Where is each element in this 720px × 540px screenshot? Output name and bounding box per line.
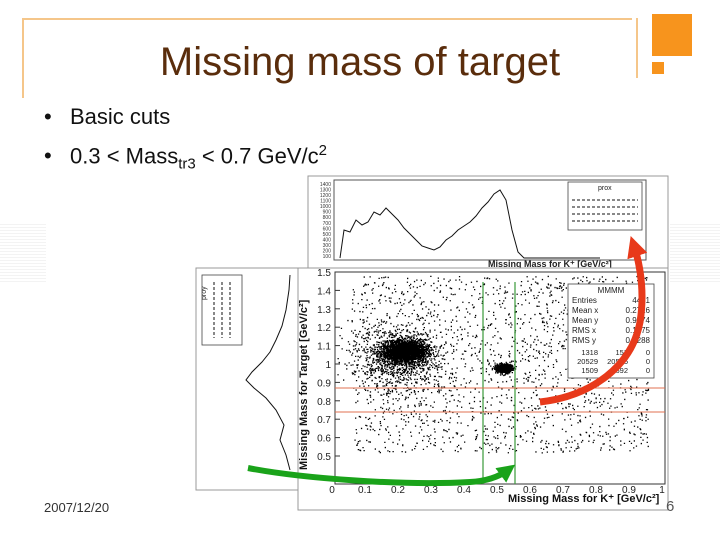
top-y-tick-label: 1200 <box>320 193 331 199</box>
scatter-x-tick-label: 1 <box>659 485 665 496</box>
scatter-y-tick-label: 0.5 <box>317 452 331 463</box>
side-stats-title: proy <box>201 286 208 300</box>
top-histogram-curve <box>339 189 600 259</box>
scatter-x-tick-label: 0.4 <box>457 485 471 496</box>
top-y-tick-label: 1300 <box>320 188 331 194</box>
corner-square-small <box>652 62 664 74</box>
scatter-x-tick-label: 0 <box>329 485 335 496</box>
top-y-tick-label: 1000 <box>320 204 331 210</box>
corner-square-large <box>652 14 692 56</box>
scatter-y-tick-label: 0.7 <box>317 415 331 426</box>
scatter-y-tick-label: 0.9 <box>317 378 331 389</box>
scatter-x-tick-label: 0.9 <box>622 485 636 496</box>
side-histogram-curve <box>245 274 291 471</box>
scatter-stats-grid-cell: 153 <box>615 348 628 357</box>
scatter-y-tick-label: 1.1 <box>317 342 331 353</box>
top-histogram-axes <box>333 179 647 261</box>
bullet-text-prefix: 0.3 < Mass <box>70 143 179 169</box>
scatter-x-ticks: 0 0.1 0.2 0.3 0.4 0.5 0.6 0.7 0.8 0.9 1 <box>329 485 665 496</box>
top-stats-title: prox <box>598 185 612 192</box>
top-y-tick-label: 200 <box>323 248 332 254</box>
scatter-y-axis-label: Missing Mass for Target [GeV/c²] <box>298 299 310 470</box>
scatter-point-cloud <box>337 275 650 454</box>
top-y-tick-label: 800 <box>323 215 332 221</box>
scatter-y-tick-label: 1.5 <box>317 268 331 279</box>
top-y-tick-label: 300 <box>323 243 332 249</box>
scatter-y-tick-label: 1.2 <box>317 323 331 334</box>
bullet-text: Basic cuts <box>70 104 171 129</box>
top-y-tick-label: 600 <box>323 226 332 232</box>
red-arrow-annotation <box>539 236 648 406</box>
scatter-stats-label: Entries <box>572 296 597 305</box>
scatter-stats-grid-cell: 1509 <box>581 366 598 375</box>
top-histogram: 1400130012001100100090080070060050040030… <box>307 175 669 269</box>
footer-date: 2007/12/20 <box>44 500 110 515</box>
side-histogram: proy <box>195 267 299 491</box>
scatter-x-tick-label: 0.2 <box>391 485 405 496</box>
top-histogram-y-ticks: 1400130012001100100090080070060050040030… <box>320 182 331 260</box>
scatter-x-tick-label: 0.6 <box>523 485 537 496</box>
page-number: 6 <box>666 498 675 515</box>
stripes-left <box>0 224 46 284</box>
frame-left-line <box>22 18 24 98</box>
scatter-stats-grid-cell: 20529 <box>577 357 598 366</box>
scatter-stats-grid-cell: 0 <box>646 366 650 375</box>
stripes-right <box>670 224 720 284</box>
top-y-tick-label: 500 <box>323 232 332 238</box>
slide-title: Missing mass of target <box>159 40 561 84</box>
scatter-axes <box>334 271 666 485</box>
scatter-y-tick-label: 0.6 <box>317 434 331 445</box>
top-y-tick-label: 400 <box>323 237 332 243</box>
scatter-y-tick-label: 1 <box>325 360 331 371</box>
top-y-tick-label: 1100 <box>320 199 331 205</box>
scatter-x-tick-label: 0.1 <box>358 485 372 496</box>
scatter-stats-grid-cell: 692 <box>615 366 628 375</box>
top-y-tick-label: 100 <box>323 254 332 260</box>
scatter-stats-label: RMS x <box>572 326 596 335</box>
scatter-stats-grid-cell: 1318 <box>581 348 598 357</box>
scatter-x-tick-label: 0.7 <box>556 485 570 496</box>
bullet-text-middle: < 0.7 GeV/c <box>195 143 319 169</box>
scatter-y-tick-label: 1.3 <box>317 305 331 316</box>
scatter-x-tick-label: 0.5 <box>490 485 504 496</box>
scatter-stats-label: RMS y <box>572 336 596 345</box>
scatter-x-axis-label: Missing Mass for K⁺ [GeV/c²] <box>508 493 660 505</box>
top-y-tick-label: 900 <box>323 210 332 216</box>
frame-top-line <box>22 18 632 20</box>
scatter-x-tick-label: 0.3 <box>424 485 438 496</box>
scatter-y-tick-label: 0.8 <box>317 397 331 408</box>
top-y-tick-label: 1400 <box>320 182 331 188</box>
scatter-stats-label: Mean x <box>572 306 598 315</box>
scatter-points <box>337 275 650 454</box>
green-arrow-annotation <box>247 464 516 487</box>
bullet-item: • Basic cuts <box>44 104 171 129</box>
bullet-superscript: 2 <box>318 142 327 159</box>
top-histogram-x-label: Missing Mass for K⁺ [GeV/c²] <box>488 259 612 269</box>
scatter-stats-grid-cell: 0 <box>646 348 650 357</box>
scatter-y-tick-label: 1.4 <box>317 286 331 297</box>
scatter-stats-grid-cell: 0 <box>646 357 650 366</box>
top-y-tick-label: 700 <box>323 221 332 227</box>
scatter-x-tick-label: 0.8 <box>589 485 603 496</box>
bullet-subscript: tr3 <box>178 155 196 173</box>
scatter-y-ticks: 1.5 1.4 1.3 1.2 1.1 1 0.9 0.8 0.7 0.6 0.5 <box>317 268 340 463</box>
bullet-item: • 0.3 < Masstr3 < 0.7 GeV/c2 <box>44 142 327 173</box>
scatter-stats-label: Mean y <box>572 316 598 325</box>
scatter-plot: 1.51.41.31.21.110.90.80.70.60.5 0 0.1 0.2 0… <box>297 267 669 511</box>
scatter-stats-title: MMMM <box>598 286 625 295</box>
frame-right-line <box>636 18 638 78</box>
bullet-list: • Basic cuts • 0.3 < Masstr3 < 0.7 GeV/c2 <box>44 100 327 182</box>
